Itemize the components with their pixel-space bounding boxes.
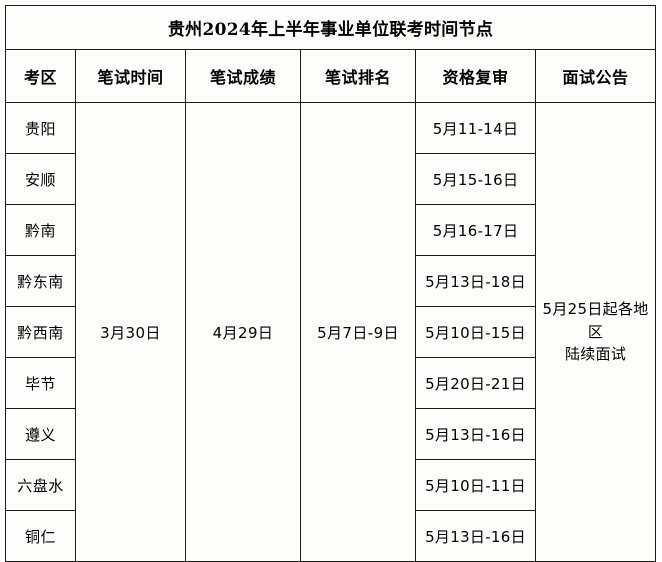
region-name: 黔西南 bbox=[5, 306, 76, 358]
column-header-interview-notice: 面试公告 bbox=[534, 49, 657, 103]
interview-notice-value: 5月25日起各地区 陆续面试 bbox=[534, 102, 657, 562]
table-header-row: 考区 笔试时间 笔试成绩 笔试排名 资格复审 面试公告 bbox=[5, 49, 657, 103]
column-header-exam-score: 笔试成绩 bbox=[185, 49, 301, 103]
qualification-review-date: 5月10日-11日 bbox=[415, 459, 536, 511]
table-title: 贵州2024年上半年事业单位联考时间节点 bbox=[4, 5, 657, 50]
qualification-review-date: 5月20日-21日 bbox=[415, 357, 536, 409]
qualification-review-date: 5月11-14日 bbox=[415, 102, 536, 154]
qualification-review-date: 5月13日-18日 bbox=[415, 255, 536, 307]
table-row: 黔西南 5月10日-15日 bbox=[5, 306, 656, 358]
table-row: 遵义 5月13日-16日 bbox=[5, 408, 656, 460]
table-row: 贵阳 3月30日 4月29日 5月7日-9日 5月11-14日 5月25日起各地… bbox=[5, 102, 657, 562]
exam-time-value: 3月30日 bbox=[75, 102, 186, 562]
region-name: 六盘水 bbox=[5, 459, 76, 511]
page-root: 贵州2024年上半年事业单位联考时间节点 考区 笔试时间 笔试成绩 笔试排名 资… bbox=[4, 5, 657, 562]
region-name: 贵阳 bbox=[5, 102, 76, 154]
table-row: 黔南 5月16-17日 bbox=[5, 204, 656, 256]
table-row: 毕节 5月20日-21日 bbox=[5, 357, 656, 409]
column-header-exam-time: 笔试时间 bbox=[75, 49, 186, 103]
qualification-review-date: 5月16-17日 bbox=[415, 204, 536, 256]
column-header-exam-rank: 笔试排名 bbox=[300, 49, 416, 103]
qualification-review-date: 5月15-16日 bbox=[415, 153, 536, 205]
table-row: 黔东南 5月13日-18日 bbox=[5, 255, 656, 307]
table-row: 安顺 5月15-16日 bbox=[5, 153, 656, 205]
qualification-review-date: 5月13日-16日 bbox=[415, 408, 536, 460]
column-header-region: 考区 bbox=[5, 49, 76, 103]
exam-schedule-table: 贵州2024年上半年事业单位联考时间节点 考区 笔试时间 笔试成绩 笔试排名 资… bbox=[4, 5, 657, 562]
exam-score-value: 4月29日 bbox=[185, 102, 301, 562]
column-header-qualification-review: 资格复审 bbox=[415, 49, 536, 103]
qualification-review-date: 5月13日-16日 bbox=[415, 510, 536, 562]
interview-notice-line-1: 5月25日起各地区 bbox=[542, 300, 649, 341]
table-title-row: 贵州2024年上半年事业单位联考时间节点 bbox=[4, 5, 657, 50]
interview-notice-line-2: 陆续面试 bbox=[564, 345, 627, 364]
table-row: 六盘水 5月10日-11日 bbox=[5, 459, 656, 511]
region-name: 遵义 bbox=[5, 408, 76, 460]
region-name: 黔南 bbox=[5, 204, 76, 256]
region-name: 铜仁 bbox=[5, 510, 76, 562]
qualification-review-date: 5月10日-15日 bbox=[415, 306, 536, 358]
region-name: 安顺 bbox=[5, 153, 76, 205]
region-name: 毕节 bbox=[5, 357, 76, 409]
region-name: 黔东南 bbox=[5, 255, 76, 307]
exam-rank-value: 5月7日-9日 bbox=[300, 102, 416, 562]
